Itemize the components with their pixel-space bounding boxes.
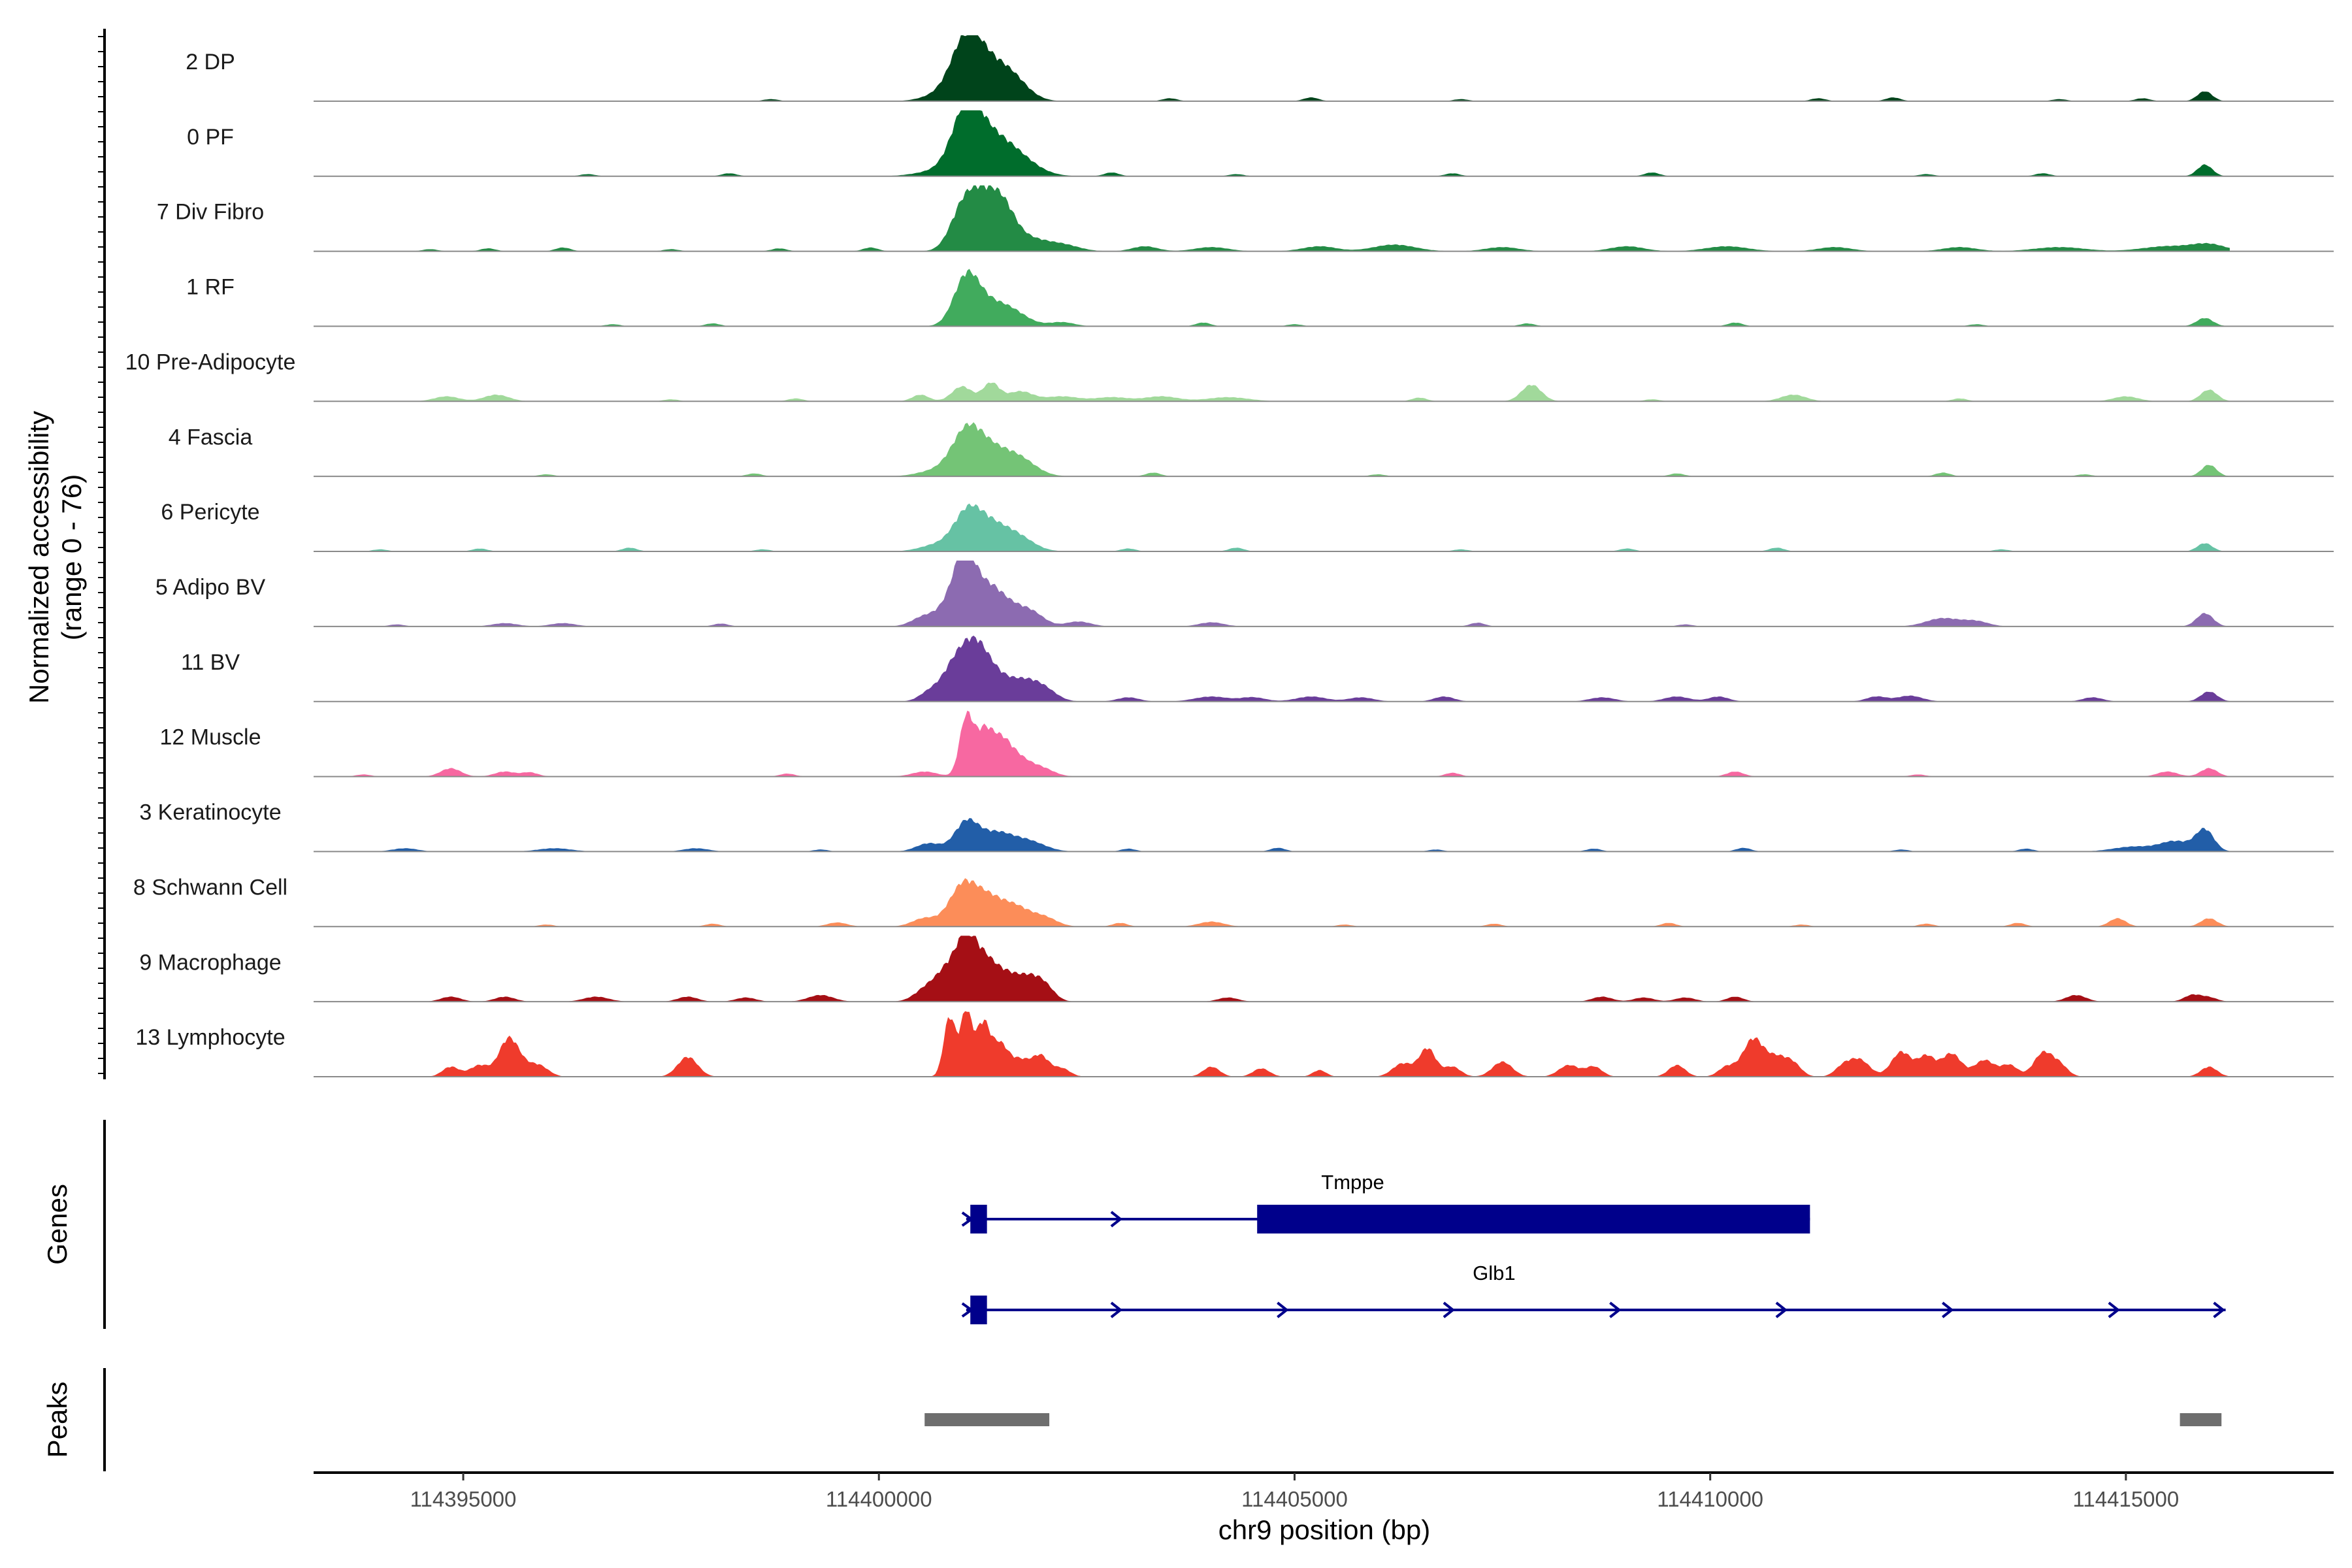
x-axis-tick-label: 114395000 [410, 1487, 517, 1511]
gene-exon [1257, 1205, 1810, 1233]
track-5: 4 Fascia [169, 422, 2334, 478]
gene-label: Tmppe [1321, 1171, 1384, 1194]
gene-label: Glb1 [1473, 1262, 1515, 1284]
track-6: 6 Pericyte [161, 500, 2334, 552]
track-12: 9 Macrophage [139, 936, 2334, 1003]
track-label: 3 Keratinocyte [139, 800, 281, 825]
strand-arrow [2213, 1301, 2225, 1318]
strand-arrow [1443, 1301, 1456, 1318]
gene-exon [970, 1296, 987, 1324]
track-label: 8 Schwann Cell [133, 875, 287, 900]
track-label: 1 RF [186, 275, 235, 300]
track-1: 0 PF [187, 110, 2334, 177]
track-label: 13 Lymphocyte [135, 1025, 285, 1050]
x-axis-tick-label: 114400000 [826, 1487, 932, 1511]
strand-arrow [1277, 1301, 1289, 1318]
track-7: 5 Adipo BV [155, 561, 2334, 627]
coverage-tracks: 2 DP 0 PF 7 Div Fibro 1 RF 10 Pre-Adipocyte 4… [125, 35, 2334, 1077]
strand-arrow [2108, 1301, 2121, 1318]
strand-arrow [1942, 1301, 1954, 1318]
x-axis-tick-label: 114415000 [2073, 1487, 2180, 1511]
gene-tmppe: Tmppe [961, 1171, 1810, 1233]
track-9: 12 Muscle [160, 710, 2334, 777]
strand-arrow [1110, 1301, 1123, 1318]
track-label: 9 Macrophage [139, 950, 281, 975]
x-axis-tick-label: 114410000 [1657, 1487, 1763, 1511]
x-axis-title: chr9 position (bp) [1218, 1514, 1431, 1545]
peak-regions [924, 1413, 2222, 1426]
gene-annotations: Tmppe Glb1 [961, 1171, 2226, 1324]
strand-arrow [1110, 1211, 1123, 1228]
track-label: 4 Fascia [169, 425, 253, 449]
track-label: 11 BV [181, 650, 240, 675]
track-label: 0 PF [187, 125, 234, 150]
track-label: 12 Muscle [160, 725, 261, 750]
track-2: 7 Div Fibro [157, 185, 2334, 252]
track-8: 11 BV [181, 635, 2334, 702]
gene-glb1: Glb1 [961, 1262, 2226, 1324]
track-0: 2 DP [186, 35, 2334, 102]
track-label: 2 DP [186, 50, 235, 74]
track-label: 6 Pericyte [161, 500, 259, 525]
x-axis-tick-label: 114405000 [1241, 1487, 1348, 1511]
track-label: 7 Div Fibro [157, 200, 264, 225]
track-label: 5 Adipo BV [155, 575, 266, 600]
strand-arrow [1775, 1301, 1788, 1318]
peaks-panel-title: Peaks [42, 1382, 73, 1458]
track-coverage-area [314, 382, 2230, 402]
peak-region-bar [2180, 1413, 2222, 1426]
track-coverage-area [314, 1011, 2230, 1077]
x-axis: 114395000 114400000 114405000 114410000 1144… [314, 1471, 2334, 1511]
track-4: 10 Pre-Adipocyte [125, 350, 2334, 402]
y-axis-title-line1: Normalized accessibility [24, 411, 54, 704]
track-11: 8 Schwann Cell [133, 875, 2334, 928]
track-3: 1 RF [186, 269, 2334, 327]
track-label: 10 Pre-Adipocyte [125, 350, 296, 374]
genes-panel-title: Genes [42, 1184, 73, 1265]
y-axis-title-line2: (range 0 - 76) [56, 474, 87, 640]
track-13: 13 Lymphocyte [135, 1011, 2334, 1077]
gene-exon [970, 1205, 987, 1233]
strand-arrow [1609, 1301, 1622, 1318]
peak-region-bar [924, 1413, 1050, 1426]
track-10: 3 Keratinocyte [139, 800, 2334, 853]
coverage-y-axis [98, 29, 106, 1079]
